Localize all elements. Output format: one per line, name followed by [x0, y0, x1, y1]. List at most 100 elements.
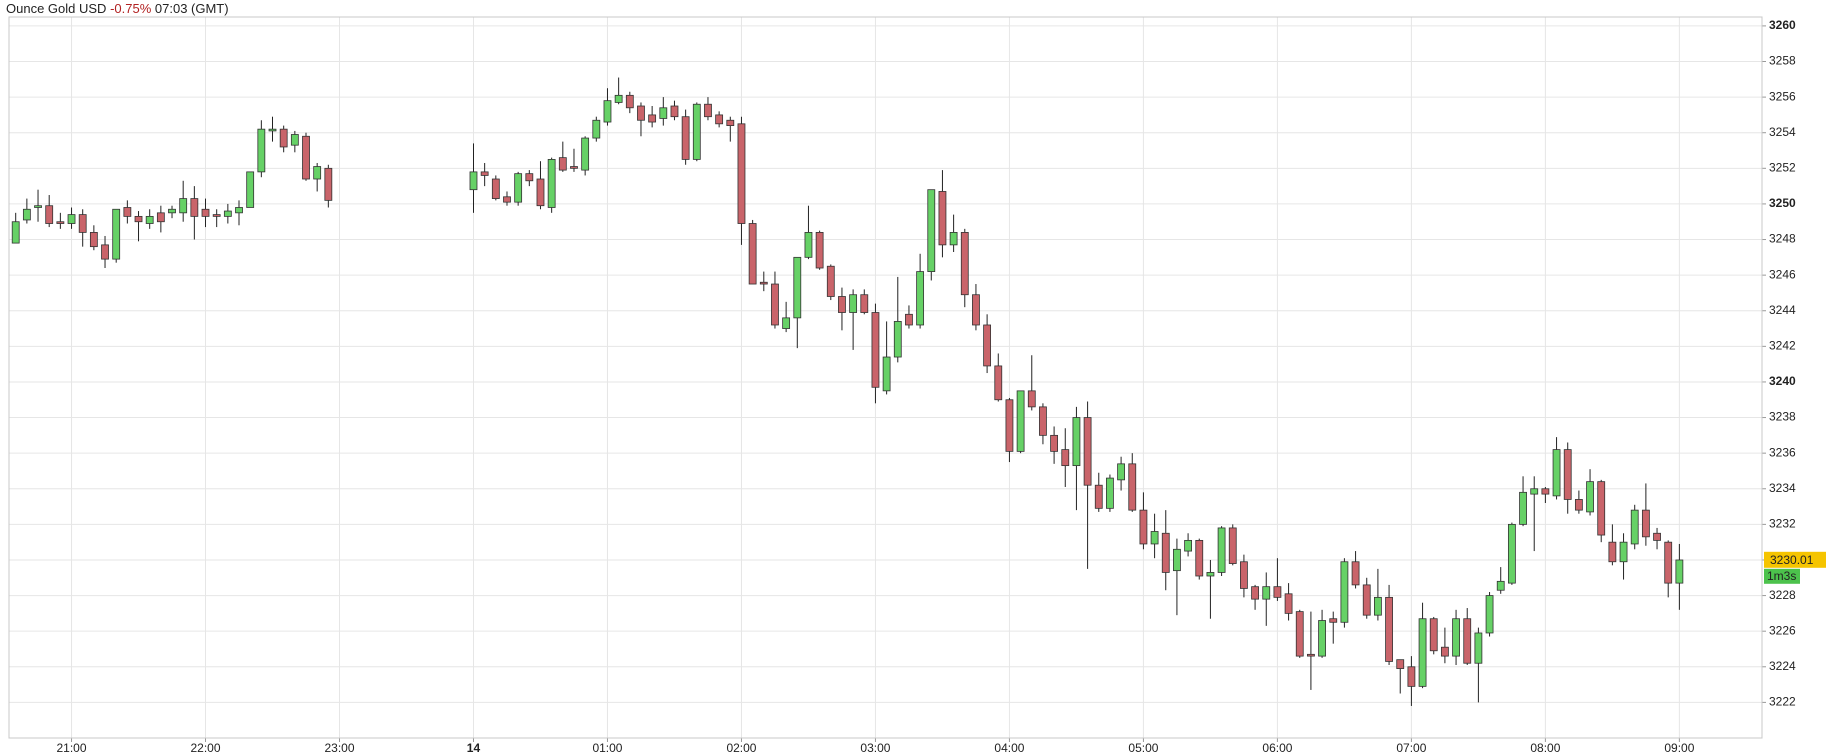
candle-body	[905, 313, 913, 326]
y-tick-label: 3260	[1769, 18, 1796, 32]
x-tick-label: 06:00	[1262, 741, 1292, 755]
candle-body	[1318, 620, 1326, 657]
candle	[235, 200, 243, 226]
candle-body	[480, 171, 489, 176]
candle	[648, 106, 657, 128]
candle	[290, 130, 299, 153]
candle-body	[838, 296, 846, 313]
candle-body	[1530, 488, 1539, 495]
candle	[1083, 401, 1092, 569]
candle	[558, 141, 567, 172]
candle-body	[771, 283, 779, 326]
candle	[994, 353, 1003, 402]
candle-body	[1351, 561, 1360, 586]
candle	[1184, 533, 1192, 557]
candle	[1519, 476, 1527, 527]
candle	[45, 195, 54, 228]
candle-body	[78, 214, 87, 233]
candle	[882, 321, 891, 395]
candle-body	[1429, 618, 1438, 652]
countdown-tag	[1764, 568, 1800, 584]
candle	[302, 132, 310, 181]
candle	[681, 109, 690, 165]
candle	[893, 276, 902, 363]
candle-body	[637, 105, 645, 121]
candle	[56, 212, 65, 229]
candle	[1653, 527, 1661, 550]
last-price-tag	[1764, 551, 1826, 568]
candle-body	[1150, 531, 1159, 545]
candle	[804, 205, 813, 260]
x-tick-label: 05:00	[1128, 741, 1158, 755]
candle	[179, 180, 188, 222]
x-tick-label: 14	[467, 741, 481, 755]
candle-body	[112, 208, 121, 260]
candle-body	[704, 103, 712, 118]
candle	[11, 212, 20, 244]
candle	[625, 91, 634, 114]
candle-body	[849, 294, 858, 313]
candle-body	[1173, 548, 1181, 572]
candle	[1362, 577, 1371, 619]
candle-body	[670, 105, 679, 118]
candle-body	[1563, 449, 1572, 500]
x-tick-label: 22:00	[190, 741, 220, 755]
last-price-label: 3230.01	[1770, 553, 1814, 567]
candle-body	[1485, 595, 1494, 634]
candle	[1440, 627, 1449, 664]
candle-body	[190, 198, 199, 217]
candle	[1061, 428, 1070, 487]
candle	[469, 143, 478, 213]
candle-body	[1195, 539, 1204, 577]
y-tick-label: 3226	[1769, 623, 1796, 637]
candle	[1608, 524, 1617, 566]
candle	[1240, 554, 1248, 598]
candle-body	[503, 196, 511, 203]
candle	[1050, 426, 1059, 464]
candle-body	[212, 214, 221, 217]
candle-body	[1240, 561, 1248, 589]
candle-body	[715, 114, 724, 125]
candle-body	[1050, 434, 1059, 452]
candle-body	[726, 119, 735, 126]
candle	[1630, 504, 1639, 550]
candle	[1206, 559, 1215, 619]
candle-body	[871, 312, 880, 388]
candle	[1563, 442, 1572, 514]
candle-body	[1362, 584, 1371, 616]
candle	[1228, 524, 1237, 566]
candle-body	[491, 178, 500, 199]
y-tick-label: 3252	[1769, 160, 1796, 174]
candle	[1262, 572, 1271, 626]
candle	[960, 228, 969, 308]
candle-body	[603, 100, 612, 123]
candle	[659, 97, 668, 126]
y-tick-label: 3250	[1769, 196, 1796, 210]
candle	[1552, 437, 1561, 500]
candle	[134, 211, 143, 242]
candle	[1139, 492, 1148, 550]
candle	[34, 189, 42, 222]
candle-body	[179, 198, 188, 214]
candle-body	[1117, 463, 1125, 481]
candle-body	[1396, 659, 1405, 669]
candle	[1374, 568, 1382, 621]
candle-body	[759, 281, 768, 285]
candle	[704, 97, 712, 121]
candle	[123, 200, 132, 224]
candle-body	[1507, 523, 1516, 584]
chart-title: Ounce Gold USD	[6, 1, 107, 16]
candle-body	[1016, 390, 1025, 452]
candle-body	[692, 103, 701, 160]
candle	[782, 301, 791, 333]
y-tick-label: 3238	[1769, 410, 1796, 424]
y-tick-label: 3256	[1769, 89, 1796, 103]
candle	[1619, 533, 1628, 580]
candle-body	[1284, 593, 1293, 614]
candle	[246, 171, 255, 208]
candle-body	[1061, 449, 1070, 467]
candle-body	[22, 208, 31, 221]
y-tick-label: 3248	[1769, 232, 1796, 246]
